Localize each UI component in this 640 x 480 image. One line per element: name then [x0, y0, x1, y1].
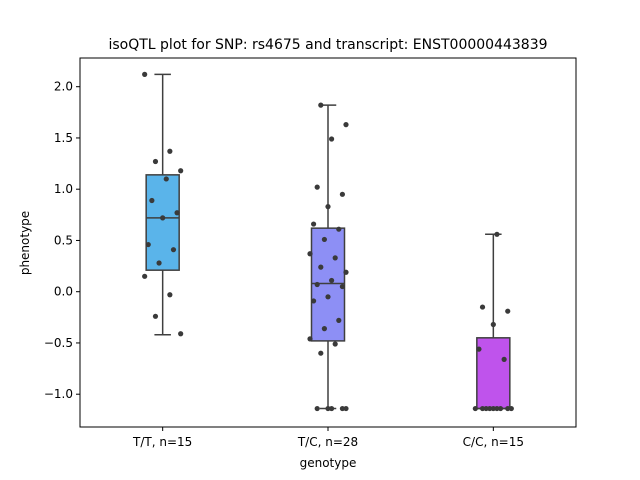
data-point	[479, 304, 486, 310]
data-point	[314, 184, 320, 190]
data-point	[156, 260, 162, 266]
data-point	[321, 236, 327, 243]
data-point	[476, 346, 482, 352]
data-point	[490, 405, 496, 412]
data-point	[307, 251, 313, 257]
data-point	[142, 273, 148, 279]
data-point	[163, 176, 169, 182]
data-point	[332, 341, 338, 347]
data-point	[167, 292, 173, 298]
y-tick-label: 0.5	[54, 233, 73, 247]
data-point	[329, 136, 335, 142]
data-point	[325, 204, 331, 210]
data-point	[339, 405, 345, 412]
x-tick-label: T/T, n=15	[132, 435, 192, 449]
x-tick-label: T/C, n=28	[297, 435, 358, 449]
data-point	[311, 298, 317, 304]
data-point	[318, 102, 324, 108]
y-tick-label: −1.0	[44, 387, 73, 401]
y-tick-label: 1.0	[54, 182, 73, 196]
data-point	[490, 321, 496, 328]
data-point	[311, 221, 317, 227]
data-point	[336, 317, 342, 323]
data-point	[339, 191, 345, 197]
data-point	[343, 405, 349, 412]
data-point	[314, 281, 320, 288]
data-point	[336, 226, 342, 232]
data-point	[160, 215, 166, 221]
data-point	[505, 308, 511, 314]
x-axis-label: genotype	[300, 456, 357, 470]
box-2	[476, 337, 511, 410]
data-point	[325, 405, 331, 412]
data-point	[178, 168, 184, 174]
data-point	[505, 405, 511, 412]
data-point	[314, 405, 320, 412]
data-point	[318, 264, 324, 270]
y-tick-label: −0.5	[44, 336, 73, 350]
data-point	[494, 405, 500, 412]
y-tick-label: 2.0	[54, 80, 73, 94]
data-point	[178, 331, 184, 337]
data-point	[145, 241, 151, 248]
data-point	[152, 158, 159, 165]
x-tick-label: C/C, n=15	[463, 435, 524, 449]
data-point	[497, 405, 504, 412]
data-point	[343, 122, 349, 128]
data-point	[487, 405, 493, 412]
data-point	[332, 255, 338, 261]
data-point	[483, 405, 489, 412]
y-axis-label: phenotype	[18, 211, 32, 275]
data-point	[472, 405, 478, 412]
data-point	[329, 277, 335, 284]
data-point	[167, 148, 173, 154]
data-point	[508, 405, 514, 412]
data-point	[329, 405, 335, 412]
data-point	[307, 336, 313, 342]
data-point	[321, 326, 327, 332]
data-point	[149, 197, 155, 204]
data-point	[494, 231, 500, 237]
data-point	[501, 356, 507, 362]
data-point	[142, 71, 148, 77]
data-point	[318, 350, 324, 356]
data-point	[343, 269, 349, 275]
data-point	[174, 210, 180, 216]
data-point	[170, 247, 177, 253]
y-tick-label: 0.0	[54, 285, 73, 299]
y-tick-label: 1.5	[54, 131, 73, 145]
box-0	[145, 174, 180, 271]
data-point	[325, 294, 331, 300]
data-point	[152, 313, 159, 319]
data-point	[339, 283, 345, 290]
data-point	[479, 405, 486, 412]
chart-title: isoQTL plot for SNP: rs4675 and transcri…	[108, 37, 547, 53]
